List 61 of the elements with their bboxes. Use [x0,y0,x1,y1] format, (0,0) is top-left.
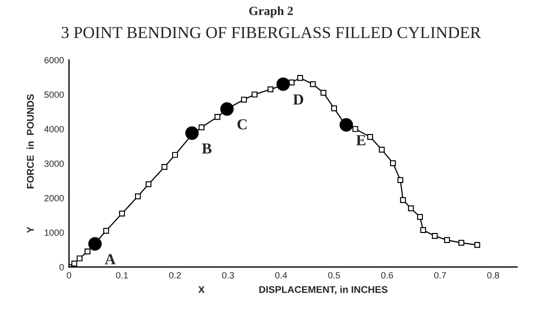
point [297,75,304,81]
annotation: C [237,119,247,130]
x-tick-label: 0.8 [487,272,500,278]
point [252,92,258,98]
point [172,152,178,158]
point [417,214,423,220]
x-tick-label: 0.2 [169,272,181,278]
point [340,118,353,132]
chart-title: Graph 2 [249,6,293,18]
x-tick-label: 0 [66,272,72,278]
point [432,233,438,239]
point [84,248,90,254]
x-tick-label: 0.5 [328,272,340,278]
point [378,146,385,153]
annotation: A [104,254,116,264]
annotation: B [202,143,212,154]
annotation: E [356,135,366,146]
point [103,228,110,234]
point [408,205,414,212]
point [241,96,247,103]
annotation: D [293,94,304,105]
x-tick-label: 0.4 [275,272,288,278]
y-tick-label: 1000 [44,229,64,236]
point [88,237,102,251]
point [352,126,358,132]
x-tick-label: 0.6 [381,272,393,278]
x-tick-label: 0.3 [222,272,234,278]
point [397,177,404,183]
point [320,90,326,96]
point [135,193,141,200]
point [310,81,316,88]
point [162,164,168,170]
point [390,160,396,166]
y-tick-label: 5000 [44,91,64,98]
point [146,181,152,188]
y-tick-label: 3000 [44,160,64,167]
point [71,260,78,266]
y-tick-label: 4000 [44,126,64,132]
y-tick-label: 2000 [44,194,64,202]
x-tick-label: 0.7 [434,272,446,278]
y-axis-title: Y FORCE in POUNDS [26,94,34,233]
chart-subtitle: 3 POINT BENDING OF FIBERGLASS FILLED CYLINDER [62,26,482,38]
point [331,105,338,112]
point [119,210,125,216]
point [185,126,199,140]
x-tick-label: 0.1 [116,272,128,278]
point [276,77,290,91]
x-axis-title: X DISPLACEMENT, in INCHES [198,286,388,294]
point [268,86,274,92]
y-tick-label: 6000 [44,56,64,64]
point [400,197,406,203]
point [444,237,450,244]
point [76,255,83,262]
point [214,114,220,120]
point [458,240,464,246]
y-tick-label: 0 [59,264,64,270]
point [474,242,480,248]
point [367,134,374,140]
point [220,102,234,116]
point [420,227,426,233]
point [198,124,204,130]
